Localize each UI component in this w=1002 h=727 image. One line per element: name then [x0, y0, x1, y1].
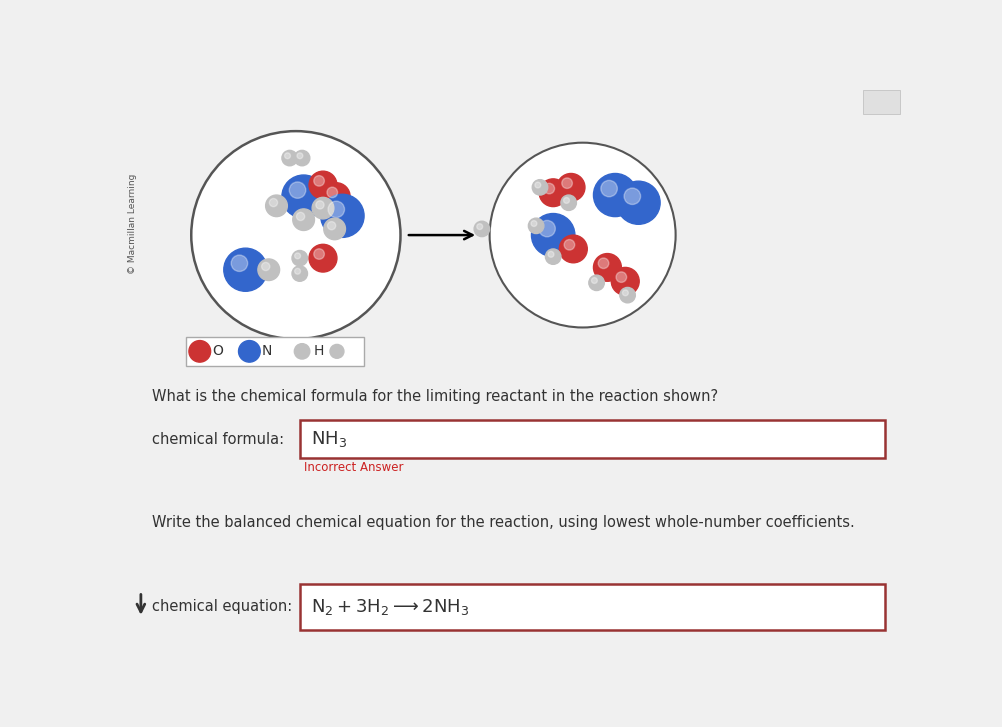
Circle shape: [266, 195, 287, 217]
Circle shape: [600, 180, 616, 197]
Text: Incorrect Answer: Incorrect Answer: [304, 462, 403, 475]
Circle shape: [312, 197, 334, 219]
Circle shape: [282, 150, 298, 166]
FancyBboxPatch shape: [185, 337, 364, 366]
Circle shape: [561, 178, 572, 188]
Circle shape: [476, 224, 482, 230]
Circle shape: [619, 287, 634, 303]
Circle shape: [292, 251, 308, 266]
Circle shape: [597, 258, 608, 268]
Circle shape: [327, 222, 336, 230]
Text: $\mathrm{N_2 + 3H_2 \longrightarrow 2NH_3}$: $\mathrm{N_2 + 3H_2 \longrightarrow 2NH_…: [311, 597, 469, 617]
FancyBboxPatch shape: [863, 89, 900, 114]
Circle shape: [539, 179, 566, 206]
Circle shape: [616, 181, 659, 225]
Circle shape: [324, 218, 345, 240]
Circle shape: [547, 252, 553, 257]
FancyBboxPatch shape: [300, 420, 884, 459]
Circle shape: [309, 244, 337, 272]
Circle shape: [330, 345, 344, 358]
Circle shape: [314, 176, 324, 186]
Circle shape: [294, 344, 310, 359]
Circle shape: [309, 171, 337, 199]
Circle shape: [534, 182, 540, 188]
Circle shape: [543, 183, 554, 194]
Circle shape: [588, 275, 604, 291]
Text: N: N: [262, 345, 272, 358]
Circle shape: [528, 218, 543, 233]
Circle shape: [623, 188, 640, 204]
Circle shape: [591, 278, 597, 284]
Circle shape: [297, 212, 305, 220]
Circle shape: [188, 340, 210, 362]
Text: What is the chemical formula for the limiting reactant in the reaction shown?: What is the chemical formula for the lim…: [152, 389, 717, 404]
Circle shape: [327, 187, 338, 198]
Circle shape: [563, 198, 569, 204]
Circle shape: [610, 268, 638, 295]
Circle shape: [559, 235, 587, 262]
Circle shape: [258, 259, 280, 281]
Circle shape: [230, 255, 247, 271]
Text: O: O: [212, 345, 222, 358]
Circle shape: [328, 201, 345, 217]
Circle shape: [293, 209, 315, 230]
Text: H: H: [314, 345, 324, 358]
Circle shape: [294, 150, 310, 166]
Circle shape: [532, 180, 547, 195]
Circle shape: [292, 266, 308, 281]
Circle shape: [593, 254, 621, 281]
Circle shape: [289, 182, 306, 198]
Text: $\mathrm{NH_3}$: $\mathrm{NH_3}$: [311, 429, 347, 449]
Circle shape: [295, 268, 301, 274]
Circle shape: [593, 174, 636, 217]
Circle shape: [223, 248, 267, 292]
Circle shape: [531, 214, 574, 257]
Circle shape: [262, 262, 270, 270]
Text: chemical equation:: chemical equation:: [152, 600, 293, 614]
Circle shape: [622, 290, 627, 296]
Circle shape: [297, 153, 303, 158]
Text: chemical formula:: chemical formula:: [152, 432, 285, 446]
Circle shape: [270, 198, 278, 206]
Circle shape: [314, 249, 324, 260]
Circle shape: [321, 194, 364, 238]
Circle shape: [191, 131, 400, 339]
Circle shape: [285, 153, 291, 158]
Circle shape: [238, 340, 260, 362]
Circle shape: [563, 239, 574, 250]
Text: © Macmillan Learning: © Macmillan Learning: [127, 173, 136, 274]
Circle shape: [556, 174, 584, 201]
Circle shape: [538, 220, 555, 237]
Circle shape: [489, 142, 675, 327]
Text: Write the balanced chemical equation for the reaction, using lowest whole-number: Write the balanced chemical equation for…: [152, 515, 855, 529]
Circle shape: [322, 182, 350, 210]
Circle shape: [474, 221, 489, 236]
Circle shape: [295, 253, 301, 259]
Circle shape: [530, 220, 536, 226]
Circle shape: [560, 195, 576, 210]
Circle shape: [282, 175, 325, 218]
Circle shape: [615, 272, 626, 282]
FancyBboxPatch shape: [300, 584, 884, 630]
Circle shape: [316, 201, 324, 209]
Circle shape: [545, 249, 560, 265]
